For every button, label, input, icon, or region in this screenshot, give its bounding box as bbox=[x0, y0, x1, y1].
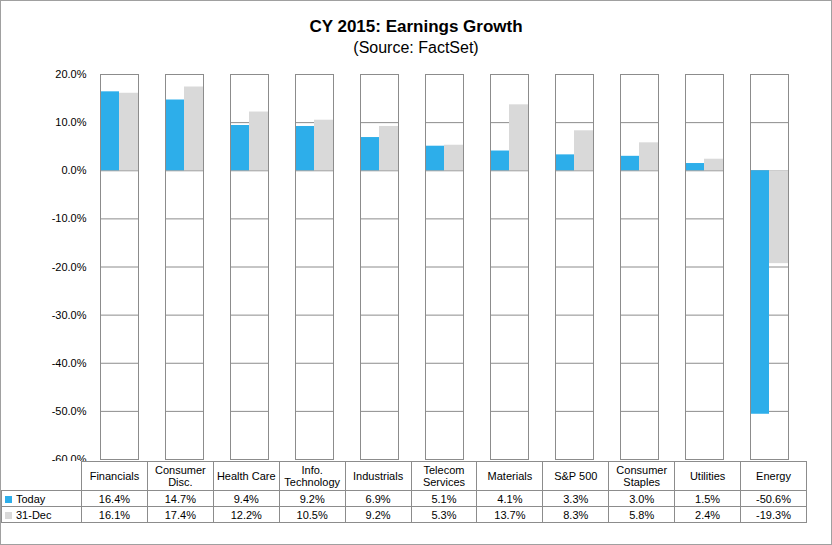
svg-text:10.0%: 10.0% bbox=[55, 116, 86, 128]
html-text:5.3%: 5.3% bbox=[431, 508, 457, 521]
html-text:31-Dec: 31-Dec bbox=[16, 508, 52, 521]
html-text:10.5%: 10.5% bbox=[296, 508, 328, 521]
html-text:16.4%: 16.4% bbox=[98, 492, 130, 505]
svg-text:-40.0%: -40.0% bbox=[52, 357, 87, 369]
svg-text:-50.0%: -50.0% bbox=[52, 405, 87, 417]
html-text:Health Care: Health Care bbox=[216, 470, 276, 482]
html-text:(Source: FactSet): (Source: FactSet) bbox=[353, 39, 479, 56]
html-text:Telecom Services: Telecom Services bbox=[422, 464, 466, 488]
html-text:-19.3%: -19.3% bbox=[756, 508, 791, 521]
html-text:6.9%: 6.9% bbox=[365, 492, 391, 505]
html-text:1.5%: 1.5% bbox=[695, 492, 721, 505]
svg-text:20.0%: 20.0% bbox=[55, 68, 86, 80]
html-text:Utilities: Utilities bbox=[689, 470, 726, 482]
html-text:12.2%: 12.2% bbox=[230, 508, 262, 521]
svg-text:-60.0%: -60.0% bbox=[52, 453, 87, 461]
html-text:2.4%: 2.4% bbox=[695, 508, 721, 521]
html-text:Today: Today bbox=[16, 492, 46, 505]
html-text:Industrials: Industrials bbox=[353, 470, 404, 482]
html-text:13.7%: 13.7% bbox=[494, 508, 526, 521]
html-text:14.7%: 14.7% bbox=[164, 492, 196, 505]
html-text:3.0%: 3.0% bbox=[629, 492, 655, 505]
html-text:5.8%: 5.8% bbox=[629, 508, 655, 521]
html-text:-50.6%: -50.6% bbox=[756, 492, 791, 505]
html-text:Materials: Materials bbox=[487, 470, 533, 482]
html-text:4.1%: 4.1% bbox=[497, 492, 523, 505]
html-text:16.1%: 16.1% bbox=[98, 508, 130, 521]
html-text:Consumer Disc.: Consumer Disc. bbox=[155, 464, 206, 488]
html-text:Consumer Staples: Consumer Staples bbox=[616, 464, 668, 488]
html-text:9.4%: 9.4% bbox=[233, 492, 259, 505]
html-text:Energy: Energy bbox=[756, 470, 791, 482]
svg-text:-30.0%: -30.0% bbox=[52, 309, 87, 321]
svg-text:0.0%: 0.0% bbox=[61, 164, 86, 176]
html-text:17.4%: 17.4% bbox=[164, 508, 196, 521]
html-text:9.2%: 9.2% bbox=[299, 492, 325, 505]
html-text:Financials: Financials bbox=[89, 470, 140, 482]
html-text:8.3%: 8.3% bbox=[563, 508, 589, 521]
html-text:Info. Technology: Info. Technology bbox=[284, 464, 340, 488]
html-text:CY 2015: Earnings Growth: CY 2015: Earnings Growth bbox=[309, 17, 523, 36]
svg-text:-20.0%: -20.0% bbox=[52, 261, 87, 273]
html-text:5.1%: 5.1% bbox=[431, 492, 457, 505]
html-text:S&P 500: S&P 500 bbox=[554, 470, 598, 482]
html-text:9.2%: 9.2% bbox=[365, 508, 391, 521]
html-text:3.3%: 3.3% bbox=[563, 492, 589, 505]
svg-text:-10.0%: -10.0% bbox=[52, 212, 87, 224]
